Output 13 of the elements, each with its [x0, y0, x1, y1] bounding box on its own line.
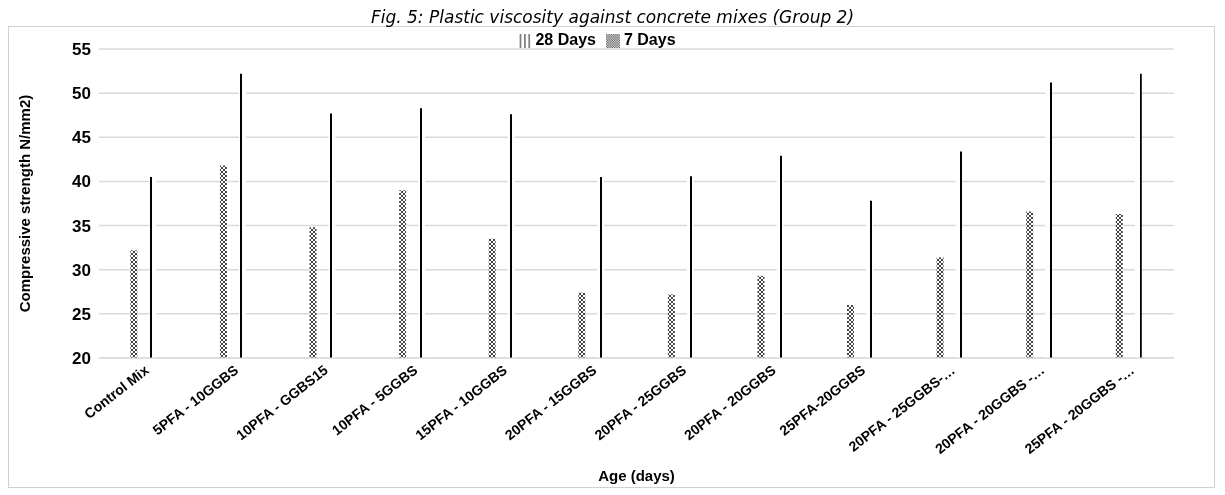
y-tick-label: 40: [72, 172, 91, 192]
y-tick-label: 20: [72, 349, 91, 369]
y-axis-title: Compressive strength N/mm2): [16, 94, 34, 313]
y-tick-label: 45: [72, 128, 91, 148]
chart-title: Fig. 5: Plastic viscosity against concrete mixes (Group 2): [369, 7, 856, 27]
legend-label: 7 Days: [623, 31, 676, 48]
y-tick-label: 35: [72, 216, 91, 236]
legend-label: 28 Days: [535, 31, 596, 48]
y-tick-label: 30: [72, 260, 91, 280]
y-tick-label: 50: [72, 84, 91, 104]
x-axis-title: Age (days): [598, 467, 675, 484]
y-tick-label: 55: [72, 40, 91, 60]
y-tick-label: 25: [72, 304, 91, 324]
